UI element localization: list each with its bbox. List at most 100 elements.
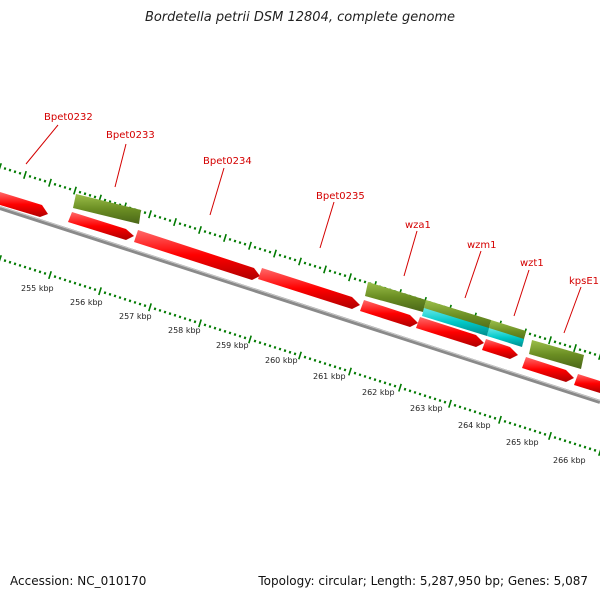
- minor-tick: [53, 182, 57, 186]
- minor-tick: [488, 415, 492, 419]
- major-tick: [198, 319, 202, 328]
- major-tick: [498, 415, 502, 424]
- minor-tick: [538, 431, 542, 435]
- minor-tick: [563, 439, 567, 443]
- gene-arrow[interactable]: [360, 300, 418, 327]
- minor-tick: [118, 296, 122, 300]
- minor-tick: [293, 352, 297, 356]
- minor-tick: [278, 253, 282, 257]
- minor-tick: [253, 339, 257, 343]
- minor-tick: [143, 304, 147, 308]
- major-tick: [273, 249, 277, 258]
- topology-label: Topology: circular; Length: 5,287,950 bp…: [258, 574, 588, 588]
- major-tick: [598, 449, 600, 457]
- kbp-label: 255 kbp: [21, 284, 54, 293]
- minor-tick: [588, 447, 592, 451]
- gene-label[interactable]: wzt1: [520, 258, 544, 269]
- gene-label[interactable]: wzm1: [467, 240, 497, 251]
- minor-tick: [438, 399, 442, 403]
- minor-tick: [203, 323, 207, 327]
- gene-arrow[interactable]: [134, 230, 260, 280]
- major-tick: [248, 241, 252, 250]
- minor-tick: [358, 373, 362, 377]
- minor-tick: [88, 193, 92, 197]
- gene-block[interactable]: [529, 340, 584, 369]
- minor-tick: [193, 320, 197, 324]
- gene-arrow[interactable]: [482, 339, 518, 359]
- minor-tick: [588, 351, 592, 355]
- minor-tick: [8, 260, 12, 264]
- gene-label[interactable]: Bpet0234: [203, 156, 252, 167]
- gene-arrow[interactable]: [258, 268, 360, 309]
- minor-tick: [253, 245, 257, 249]
- minor-tick: [213, 326, 217, 330]
- gene-arrow[interactable]: [68, 212, 134, 240]
- minor-tick: [478, 411, 482, 415]
- minor-tick: [203, 230, 207, 234]
- minor-tick: [353, 371, 357, 375]
- gene-label[interactable]: wza1: [405, 220, 431, 231]
- minor-tick: [533, 429, 537, 433]
- minor-tick: [578, 348, 582, 352]
- minor-tick: [593, 448, 597, 452]
- minor-tick: [533, 334, 537, 338]
- minor-tick: [558, 341, 562, 345]
- minor-tick: [568, 345, 572, 349]
- gene-block[interactable]: [422, 308, 489, 336]
- minor-tick: [583, 445, 587, 449]
- gene-arrow[interactable]: [0, 192, 48, 217]
- minor-tick: [328, 363, 332, 367]
- minor-tick: [38, 178, 42, 182]
- minor-tick: [123, 297, 127, 301]
- minor-tick: [178, 222, 182, 226]
- minor-tick: [158, 308, 162, 312]
- minor-tick: [573, 442, 577, 446]
- minor-tick: [8, 168, 12, 172]
- minor-tick: [283, 349, 287, 353]
- gene-label[interactable]: Bpet0235: [316, 191, 365, 202]
- gene-arrow[interactable]: [522, 357, 574, 382]
- gene-block[interactable]: [73, 194, 141, 224]
- minor-tick: [323, 362, 327, 366]
- gene-arrow[interactable]: [416, 317, 484, 347]
- minor-tick: [138, 302, 142, 306]
- minor-tick: [303, 261, 307, 265]
- minor-tick: [43, 179, 47, 183]
- minor-tick: [78, 190, 82, 194]
- minor-tick: [68, 280, 72, 284]
- major-tick: [0, 254, 2, 262]
- minor-tick: [388, 382, 392, 386]
- minor-tick: [343, 368, 347, 372]
- major-tick: [298, 351, 302, 360]
- minor-tick: [368, 376, 372, 380]
- minor-tick: [218, 328, 222, 332]
- minor-tick: [263, 342, 267, 346]
- gene-label[interactable]: Bpet0233: [106, 130, 155, 141]
- gene-arrow[interactable]: [574, 374, 600, 393]
- minor-tick: [143, 211, 147, 215]
- minor-tick: [238, 334, 242, 338]
- minor-tick: [308, 263, 312, 267]
- minor-tick: [3, 167, 7, 171]
- minor-tick: [378, 379, 382, 383]
- major-tick: [548, 336, 552, 345]
- minor-tick: [528, 332, 532, 336]
- gene-label[interactable]: kpsE1: [569, 276, 599, 287]
- minor-tick: [508, 421, 512, 425]
- minor-tick: [13, 170, 17, 174]
- major-tick: [48, 178, 52, 187]
- minor-tick: [268, 344, 272, 348]
- minor-tick: [153, 307, 157, 311]
- minor-tick: [493, 416, 497, 420]
- minor-tick: [593, 352, 597, 356]
- major-tick: [148, 210, 152, 219]
- genome-backbone: [0, 206, 600, 404]
- minor-tick: [113, 294, 117, 298]
- gene-label[interactable]: Bpet0232: [44, 112, 93, 123]
- minor-tick: [83, 192, 87, 196]
- minor-tick: [543, 337, 547, 341]
- gene-block[interactable]: [365, 282, 426, 312]
- gene-block[interactable]: [487, 328, 524, 347]
- minor-tick: [213, 233, 217, 237]
